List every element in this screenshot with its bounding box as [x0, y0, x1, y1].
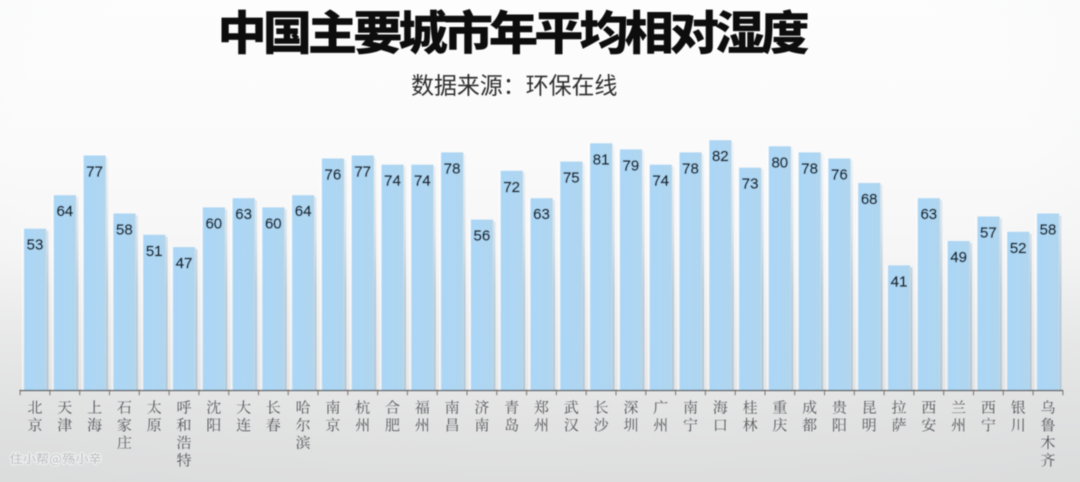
svg-text:49: 49: [950, 249, 967, 266]
svg-text:60: 60: [205, 215, 222, 232]
svg-text:78: 78: [444, 160, 461, 177]
svg-text:72: 72: [503, 179, 520, 196]
svg-text:60: 60: [265, 215, 282, 232]
svg-text:64: 64: [295, 203, 312, 220]
svg-text:51: 51: [146, 243, 163, 260]
svg-text:41: 41: [891, 273, 908, 290]
svg-text:73: 73: [742, 176, 759, 193]
svg-text:63: 63: [235, 206, 252, 223]
svg-text:64: 64: [56, 203, 73, 220]
svg-text:77: 77: [354, 164, 371, 181]
svg-text:76: 76: [831, 167, 848, 184]
svg-text:56: 56: [474, 228, 491, 245]
svg-text:80: 80: [771, 154, 788, 171]
svg-text:74: 74: [652, 173, 669, 190]
svg-text:82: 82: [712, 148, 729, 165]
svg-text:63: 63: [533, 206, 550, 223]
svg-text:58: 58: [116, 222, 133, 239]
svg-text:47: 47: [176, 255, 193, 272]
svg-text:81: 81: [593, 151, 610, 168]
svg-text:76: 76: [325, 167, 342, 184]
svg-text:57: 57: [980, 225, 997, 242]
svg-text:74: 74: [384, 173, 401, 190]
svg-text:58: 58: [1040, 222, 1057, 239]
svg-text:75: 75: [563, 170, 580, 187]
svg-text:78: 78: [801, 160, 818, 177]
svg-text:68: 68: [861, 191, 878, 208]
svg-text:53: 53: [27, 237, 44, 254]
svg-text:78: 78: [682, 160, 699, 177]
svg-text:74: 74: [414, 173, 431, 190]
svg-text:77: 77: [86, 164, 103, 181]
svg-text:63: 63: [920, 206, 937, 223]
svg-text:79: 79: [623, 157, 640, 174]
svg-text:52: 52: [1010, 240, 1027, 257]
